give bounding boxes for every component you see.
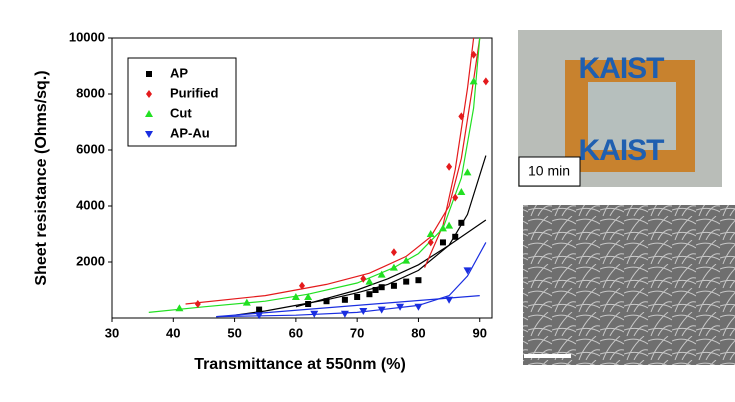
data-point [305,301,312,307]
x-tick-label: 80 [411,325,425,340]
data-point [457,188,466,195]
data-point [396,303,405,311]
y-tick-label: 2000 [76,253,105,268]
data-point [340,310,349,318]
data-point [377,306,386,314]
y-tick-label: 8000 [76,85,105,100]
y-tick-label: 6000 [76,141,105,156]
data-point [403,278,410,285]
data-point [256,306,263,313]
legend-marker [145,131,153,138]
data-point [452,193,459,202]
legend-label: Cut [170,105,192,120]
data-point [366,291,373,298]
data-point [323,298,330,305]
data-point [446,162,453,171]
legend-marker [145,110,153,117]
x-tick-label: 40 [166,325,180,340]
data-point [438,224,447,232]
time-label: 10 min [528,163,570,179]
y-tick-label: 10000 [69,29,105,44]
x-tick-label: 90 [473,325,487,340]
data-point [415,277,422,284]
data-point [341,296,348,303]
legend-label: AP [170,65,188,80]
data-point [291,293,300,300]
data-point [354,294,361,300]
data-point [360,274,367,283]
data-point [439,239,446,246]
plot-frame [111,37,493,319]
data-point [458,219,465,226]
data-point [427,238,434,247]
data-point [194,300,201,308]
x-tick-label: 70 [350,325,364,340]
data-point [175,304,184,312]
legend-marker [146,71,152,77]
data-point [304,293,313,300]
legend-label: AP-Au [170,125,210,140]
x-axis-label: Transmittance at 550nm (%) [194,356,406,373]
data-point [470,50,477,59]
data-point [426,230,435,237]
data-point [402,256,411,264]
data-point [463,168,472,176]
data-point [255,312,264,320]
data-point [310,310,319,318]
data-point [482,77,489,86]
data-point [445,296,454,304]
data-point [242,298,251,306]
legend-marker [146,90,152,98]
sem-image [523,205,735,365]
x-tick-label: 30 [105,325,119,340]
data-point [469,77,478,85]
fit-line [185,38,481,305]
data-point [365,277,374,285]
logo-text: KAIST [579,134,665,167]
label-box [518,156,581,187]
data-point [452,233,459,240]
x-tick-label: 50 [227,325,241,340]
legend-label: Purified [170,85,218,100]
data-point [463,267,472,275]
fit-line [424,38,475,268]
data-point [389,263,398,271]
data-point [390,282,397,289]
photo-film: KAIST KAIST 10 min [518,30,722,187]
data-point [445,221,454,229]
fit-line [216,295,480,318]
data-point [458,112,465,121]
data-point [299,281,305,290]
data-point [378,284,385,291]
fit-line [234,155,487,316]
data-point [359,308,368,315]
logo-text: KAIST [579,52,665,85]
y-axis-label: Sheet resistance (Ohms/sq.) [33,70,50,285]
film [588,82,676,150]
data-point [390,248,397,257]
data-point [414,303,423,311]
data-point [372,287,379,293]
x-tick-label: 60 [289,325,303,340]
y-tick-label: 4000 [76,197,105,212]
data-point [377,270,386,278]
scale-bar [524,354,571,358]
